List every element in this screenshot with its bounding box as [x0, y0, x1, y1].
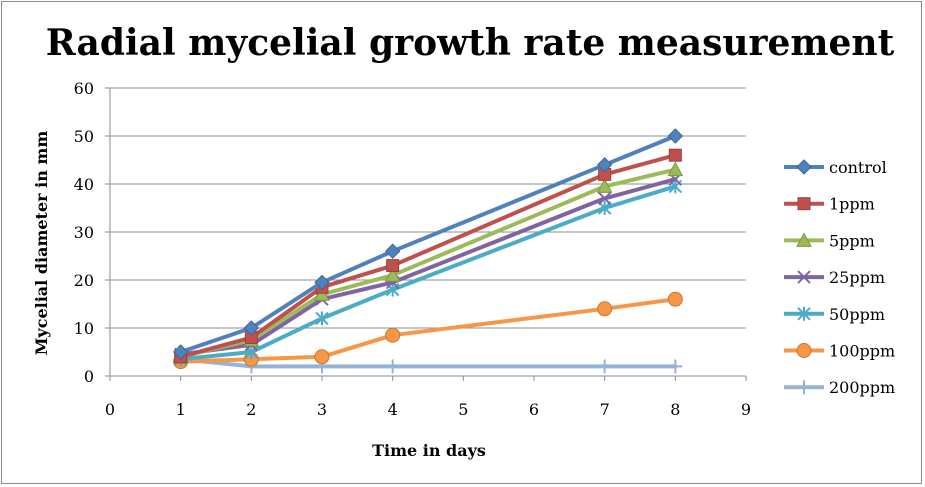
data-point-50ppm	[597, 201, 612, 215]
x-tick-label: 7	[600, 400, 610, 419]
data-point-5ppm	[667, 161, 684, 177]
y-tick-label: 30	[74, 223, 94, 242]
data-point-200ppm	[385, 359, 400, 374]
series-line-1ppm	[178, 153, 678, 359]
series-100ppm	[173, 291, 683, 370]
y-tick-label: 50	[74, 127, 94, 146]
data-point-control	[243, 320, 260, 336]
legend-marker-50ppm	[797, 306, 811, 321]
series-layer	[172, 128, 684, 374]
data-point-control	[172, 344, 189, 360]
legend-marker-200ppm	[797, 380, 811, 395]
data-point-100ppm	[314, 349, 330, 365]
legend-marker-100ppm	[796, 343, 812, 358]
y-tick-label: 40	[74, 175, 94, 194]
x-tick-label: 5	[458, 400, 468, 419]
y-tick-label: 20	[74, 271, 94, 290]
x-tick-label: 6	[529, 400, 539, 419]
legend-marker-5ppm	[796, 232, 812, 247]
data-point-control	[667, 128, 684, 144]
legend-item-control: control	[784, 158, 887, 177]
x-tick-label: 2	[246, 400, 256, 419]
legend-label-1ppm: 1ppm	[829, 195, 875, 214]
series-line-100ppm	[178, 297, 678, 364]
x-tick-label: 4	[388, 400, 398, 419]
x-tick-label: 3	[317, 400, 327, 419]
data-point-control	[314, 274, 330, 291]
data-point-5ppm	[384, 267, 401, 282]
legend-label-100ppm: 100ppm	[829, 342, 895, 361]
y-axis-title: Mycelial diameter in mm	[32, 131, 51, 356]
series-line-50ppm	[178, 184, 678, 362]
legend-label-25ppm: 25ppm	[829, 268, 885, 287]
data-point-control	[384, 243, 401, 259]
legend-item-1ppm: 1ppm	[784, 195, 875, 214]
data-point-200ppm	[597, 359, 612, 374]
legend-item-50ppm: 50ppm	[784, 305, 885, 324]
data-point-25ppm	[597, 191, 612, 206]
legend-item-100ppm: 100ppm	[784, 342, 895, 361]
x-tick-label: 0	[105, 400, 115, 419]
data-point-100ppm	[385, 327, 401, 343]
data-point-200ppm	[668, 359, 683, 374]
x-tick-label: 1	[176, 400, 186, 419]
x-tick-label: 8	[670, 400, 680, 419]
y-tick-label: 10	[74, 319, 94, 338]
grid	[110, 87, 746, 329]
series-1ppm	[174, 148, 682, 364]
legend-marker-control	[796, 159, 812, 175]
legend-marker-1ppm	[797, 197, 811, 211]
legend-item-25ppm: 25ppm	[784, 268, 885, 287]
y-tick-label: 0	[84, 367, 94, 386]
chart-title: Radial mycelial growth rate measurement	[46, 22, 895, 64]
data-point-50ppm	[315, 311, 329, 326]
data-point-control	[596, 157, 613, 173]
legend-label-5ppm: 5ppm	[829, 231, 875, 250]
x-tick-label: 9	[741, 400, 751, 419]
legend-marker-25ppm	[797, 270, 811, 284]
axes: 0 10 20 30 40 50 60 0 1 2 3 4 5 6 7 8 9	[74, 79, 751, 419]
data-point-100ppm	[667, 291, 683, 307]
series-control	[172, 128, 684, 360]
legend-label-50ppm: 50ppm	[829, 305, 885, 324]
series-line-control	[178, 134, 678, 354]
data-point-5ppm	[596, 178, 613, 193]
data-point-1ppm	[668, 148, 682, 162]
legend-label-200ppm: 200ppm	[829, 378, 895, 397]
series-line-25ppm	[178, 177, 678, 357]
legend-item-5ppm: 5ppm	[784, 231, 875, 250]
legend: control 1ppm 5ppm 25ppm 50ppm 100ppm 200ppm	[784, 158, 895, 397]
x-axis-title: Time in days	[372, 441, 486, 460]
y-tick-label: 60	[74, 79, 94, 98]
data-point-5ppm	[314, 286, 330, 301]
data-point-1ppm	[386, 259, 400, 273]
data-point-100ppm	[597, 301, 613, 317]
series-line-200ppm	[178, 357, 678, 369]
legend-item-200ppm: 200ppm	[784, 378, 895, 397]
legend-label-control: control	[829, 158, 887, 177]
